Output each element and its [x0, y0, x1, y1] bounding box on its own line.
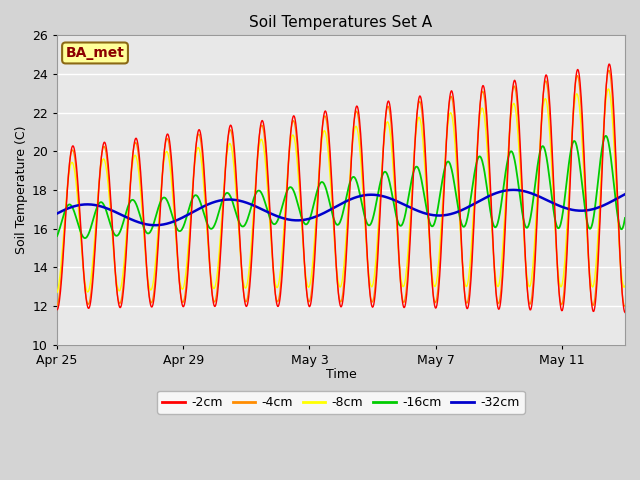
Title: Soil Temperatures Set A: Soil Temperatures Set A	[250, 15, 433, 30]
Y-axis label: Soil Temperature (C): Soil Temperature (C)	[15, 126, 28, 254]
Legend: -2cm, -4cm, -8cm, -16cm, -32cm: -2cm, -4cm, -8cm, -16cm, -32cm	[157, 391, 525, 414]
Text: BA_met: BA_met	[65, 46, 124, 60]
X-axis label: Time: Time	[326, 368, 356, 381]
